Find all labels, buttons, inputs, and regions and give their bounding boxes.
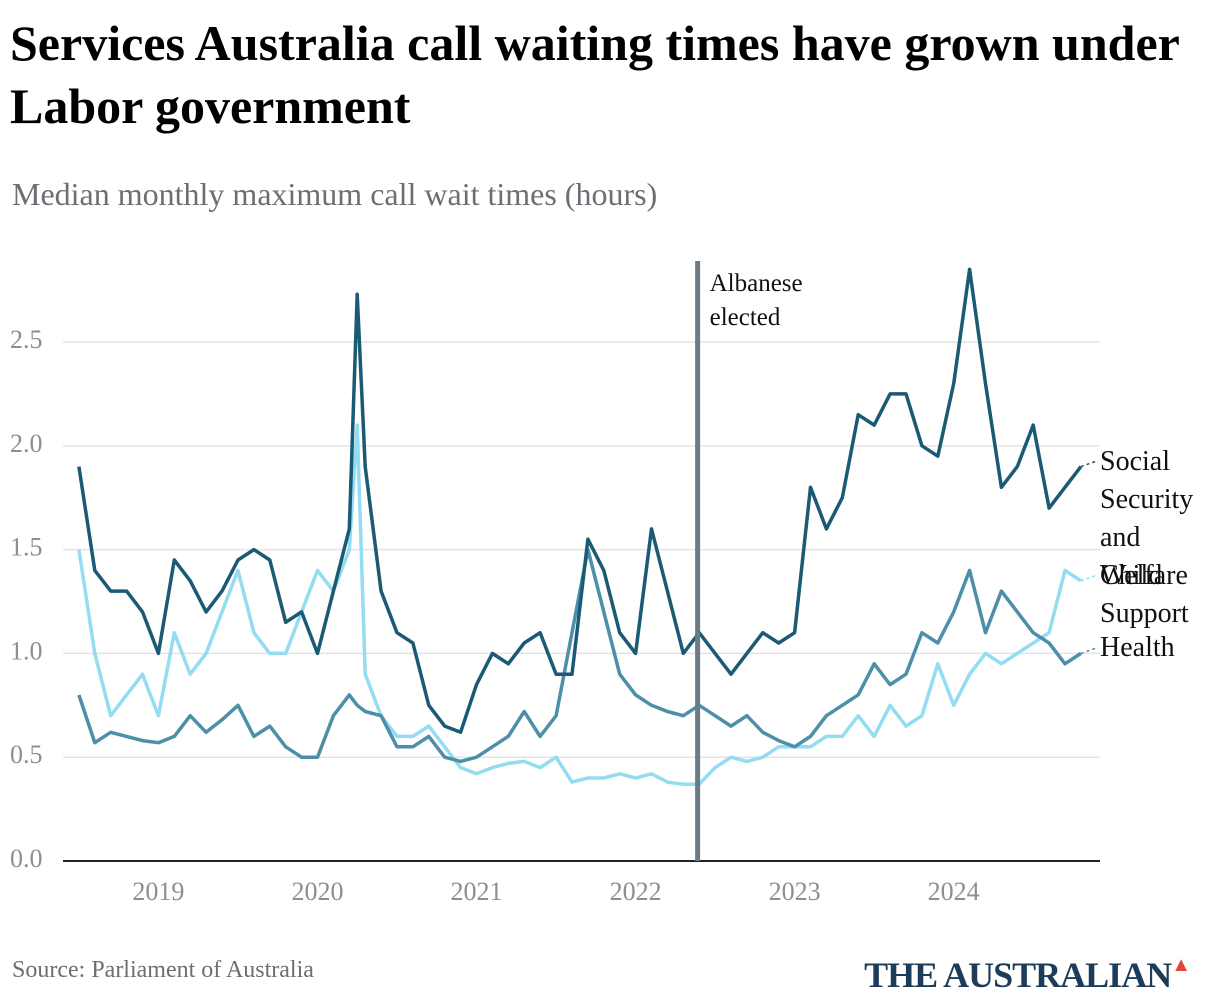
y-tick-label: 2.5 (10, 325, 43, 354)
brand-text: THE AUSTRALIAN (864, 955, 1172, 995)
series-line (77, 547, 1082, 764)
chart-title: Services Australia call waiting times ha… (10, 15, 1179, 134)
x-tick-label: 2022 (610, 877, 662, 906)
x-tick-label: 2021 (451, 877, 503, 906)
y-tick-label: 0.0 (10, 844, 43, 873)
source: Source: Parliament of Australia (12, 957, 314, 983)
annotation-label: Albanese elected (709, 270, 803, 331)
brand-mark: ▲ (1171, 954, 1191, 976)
label-leader (1080, 646, 1099, 655)
label-leader (1080, 574, 1099, 582)
x-tick-label: 2019 (132, 877, 184, 906)
label-leader (1080, 459, 1099, 468)
brand-logo: THE AUSTRALIAN▲ (864, 954, 1191, 996)
series-label: Health (1100, 632, 1175, 664)
x-tick-label: 2023 (769, 877, 821, 906)
y-tick-label: 0.5 (10, 740, 43, 769)
series-label: Child Support (1100, 559, 1189, 629)
y-tick-label: 2.0 (10, 429, 43, 458)
y-tick-label: 1.0 (10, 636, 43, 665)
x-tick-label: 2024 (928, 877, 980, 906)
series-label: Social Security and Welfare (1100, 445, 1194, 591)
x-tick-label: 2020 (291, 877, 343, 906)
y-tick-label: 1.5 (10, 533, 43, 562)
series-line (77, 423, 1082, 786)
series-line (77, 267, 1083, 735)
chart-subtitle: Median monthly maximum call wait times (… (12, 176, 658, 212)
